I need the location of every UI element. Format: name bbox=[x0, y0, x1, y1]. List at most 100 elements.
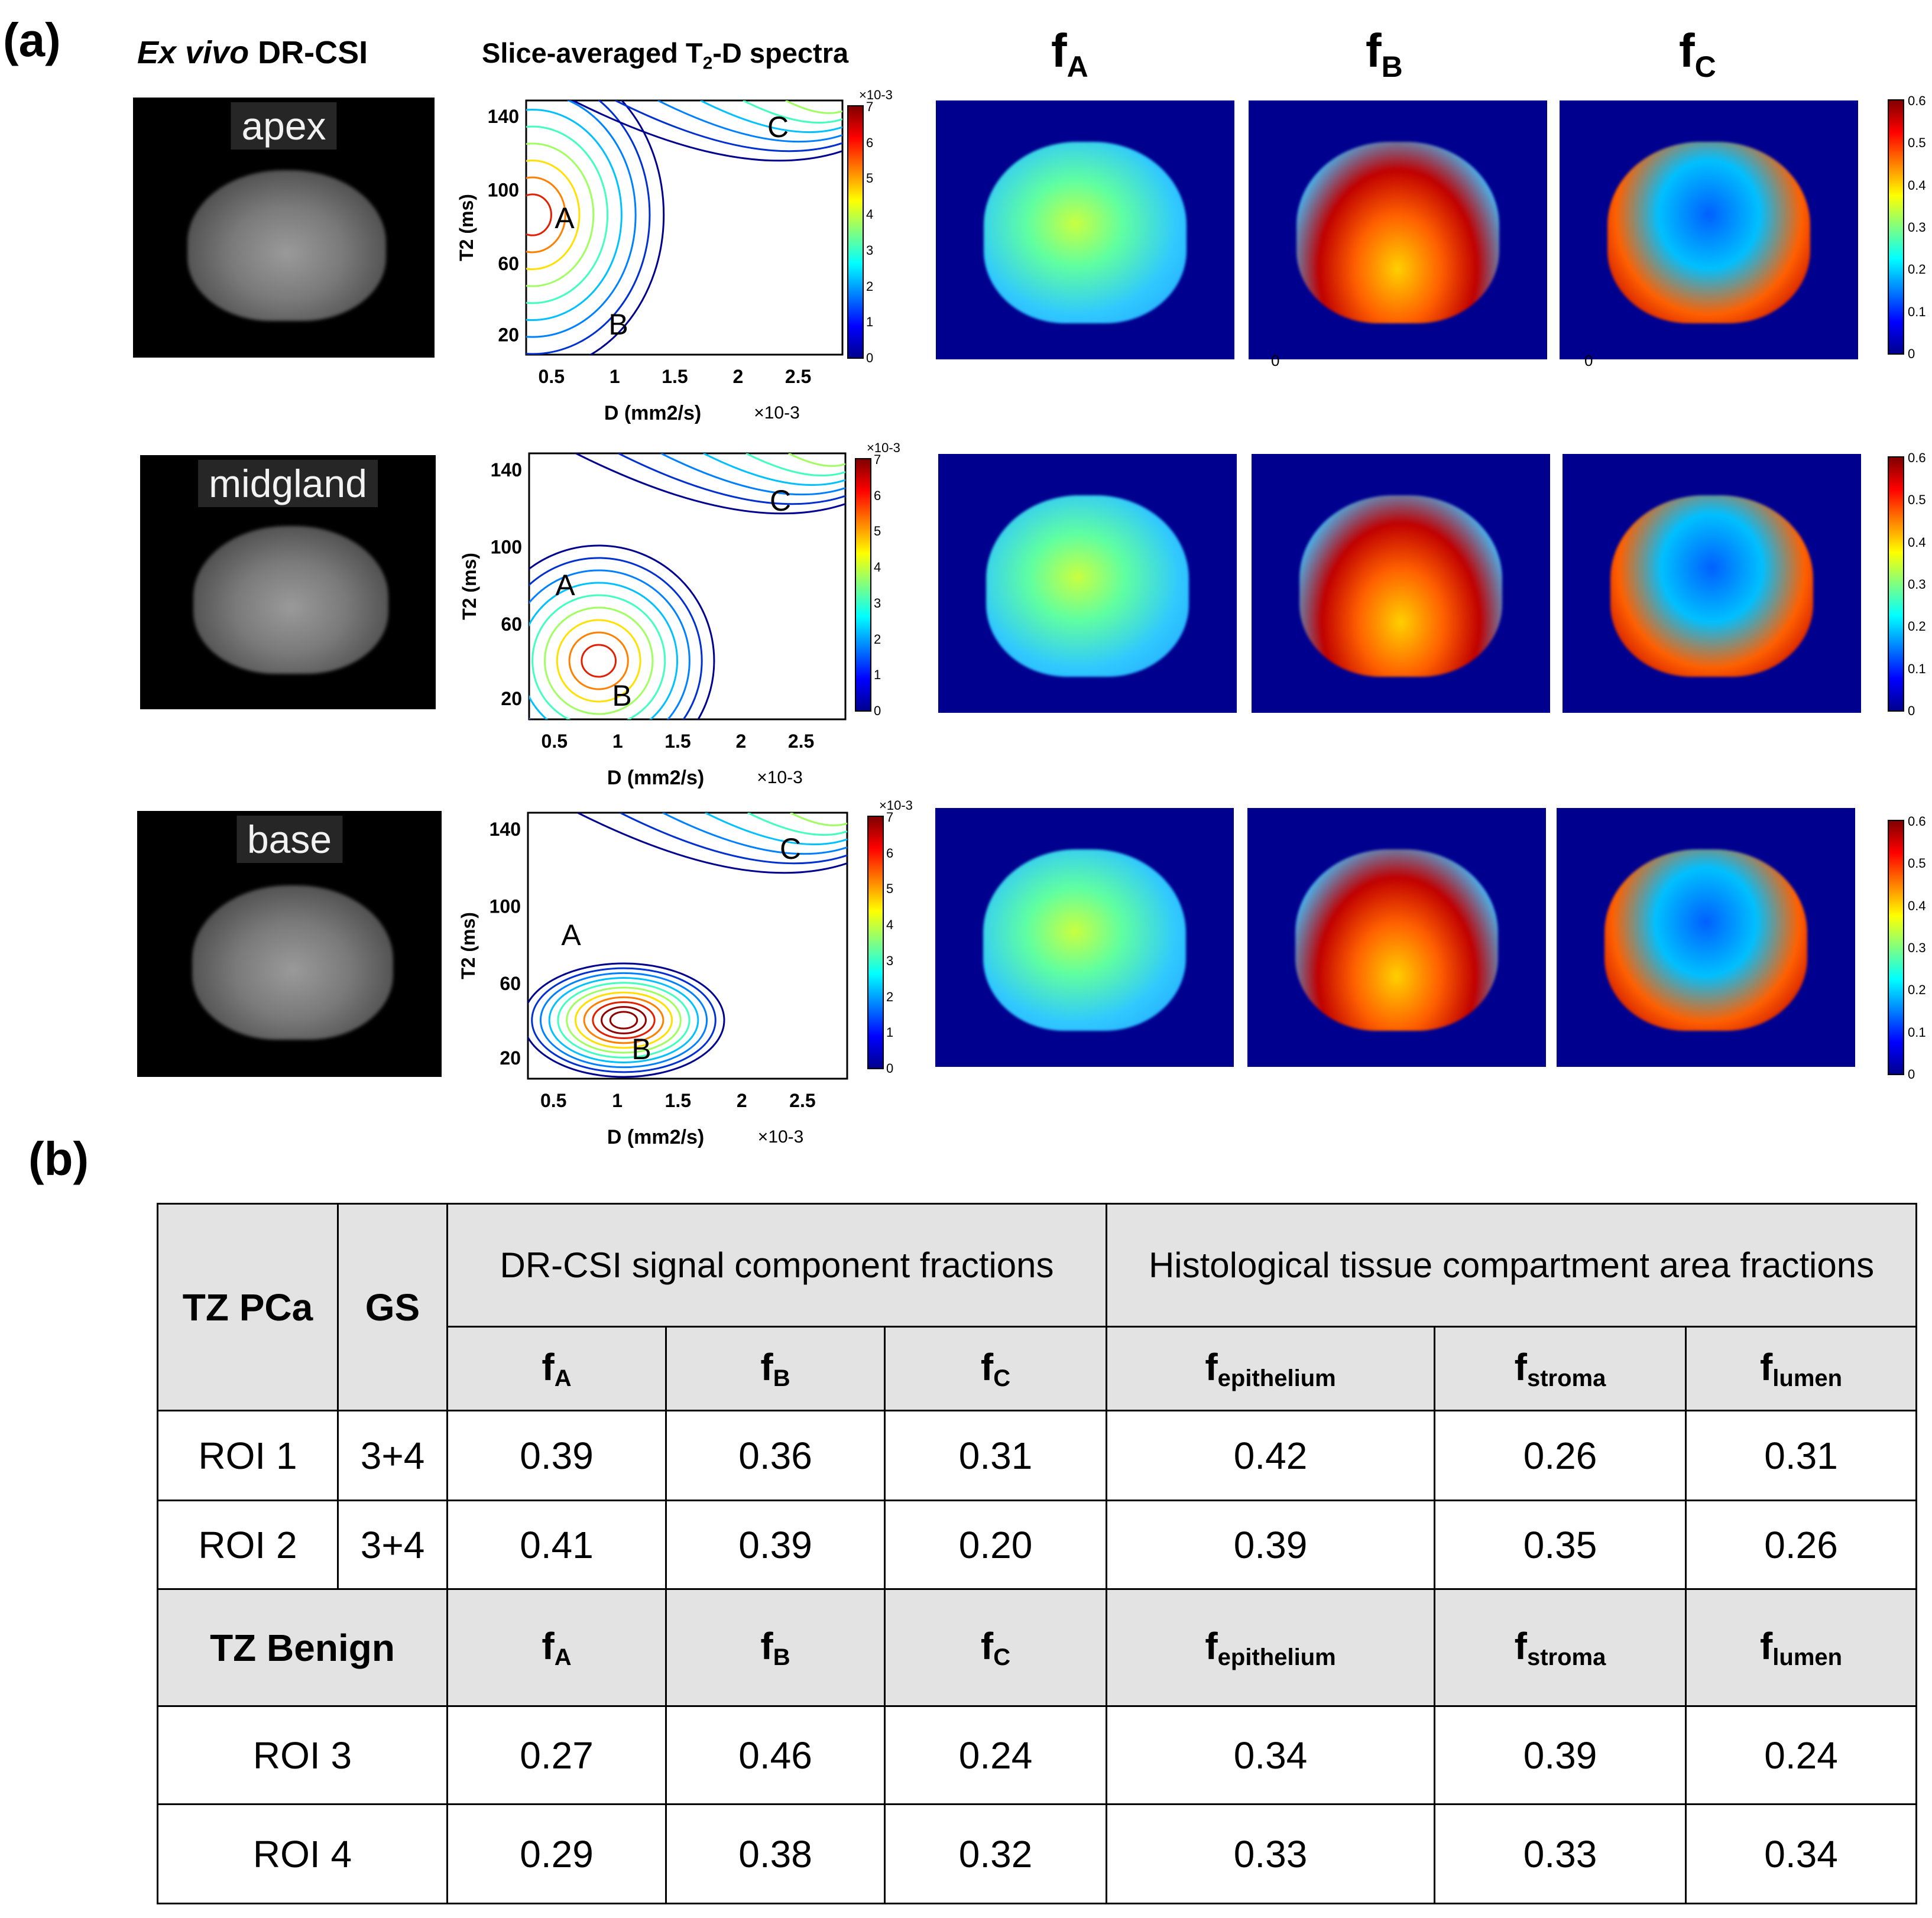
x-tick-label: 0.5 bbox=[542, 731, 568, 752]
f-symbol: f bbox=[1759, 1346, 1773, 1388]
spectrum-contour bbox=[660, 453, 845, 496]
colorbar-tick: 0.1 bbox=[1908, 1024, 1926, 1040]
f-subscript: lumen bbox=[1772, 1644, 1843, 1670]
spectrum-contour bbox=[743, 100, 842, 124]
y-tick-label: 140 bbox=[488, 106, 519, 127]
spectrum-contour bbox=[592, 1001, 656, 1040]
x-axis-label: D (mm2/s) bbox=[607, 767, 704, 789]
spectrum-contour bbox=[657, 100, 842, 143]
colorbar-tick: 0.3 bbox=[1908, 577, 1926, 592]
colorbar-tick: 0.1 bbox=[1908, 661, 1926, 676]
panel-a-label: (a) bbox=[3, 14, 61, 66]
colorbar-tick: 1 bbox=[866, 314, 874, 330]
x-multiplier: ×10-3 bbox=[757, 768, 803, 787]
slice-label: apex bbox=[231, 102, 337, 150]
y-tick-label: 20 bbox=[498, 324, 519, 346]
f-subscript: epithelium bbox=[1217, 1644, 1336, 1670]
x-axis-label: D (mm2/s) bbox=[607, 1126, 704, 1148]
colorbar-tick: 7 bbox=[874, 452, 881, 467]
spectrum-contour bbox=[575, 453, 845, 515]
spectrum-contour bbox=[662, 813, 847, 855]
fraction-colorbar: 0.6 0.5 0.4 0.3 0.2 0.1 0 bbox=[1888, 814, 1926, 1082]
x-tick-label: 1 bbox=[612, 1090, 623, 1111]
roi-label: ROI 3 bbox=[157, 1705, 448, 1805]
spectrum-contour bbox=[557, 982, 691, 1059]
table-group-drcsi: DR-CSI signal component fractions bbox=[446, 1203, 1108, 1328]
spectrum-contour bbox=[574, 991, 673, 1049]
spectrum-contour bbox=[529, 569, 691, 719]
spectrum-contour bbox=[790, 813, 847, 826]
f-subscript: A bbox=[554, 1644, 572, 1670]
spectrum-contour bbox=[583, 996, 664, 1044]
y-tick-label: 100 bbox=[490, 896, 521, 917]
x-tick-label: 2 bbox=[736, 731, 747, 752]
table-cell: 0.29 bbox=[446, 1803, 667, 1904]
f-symbol: f bbox=[542, 1346, 555, 1388]
colorbar-tick: 0 bbox=[866, 351, 874, 365]
table-cell: 0.39 bbox=[1106, 1500, 1436, 1590]
colorbar-tick: 4 bbox=[866, 207, 874, 222]
t2d-spectrum-plot: 140 100 60 20 0.5 1 1.5 2 2.5 T2 (ms) D (mm2/s) ×10… bbox=[459, 452, 847, 789]
spectrum-colorbar: 7 6 5 4 3 2 1 0 ×10-3 bbox=[855, 440, 900, 718]
spectrum-contour bbox=[526, 176, 566, 254]
colorbar-tick: 5 bbox=[874, 524, 881, 539]
spectrum-contour bbox=[526, 160, 581, 270]
f-symbol: f bbox=[1759, 1625, 1773, 1667]
column-header-f-lumen: flumen bbox=[1685, 1326, 1918, 1411]
f-symbol: f bbox=[760, 1625, 773, 1667]
f-subscript: C bbox=[993, 1644, 1011, 1670]
prostate-fraction-region bbox=[1607, 142, 1811, 323]
x-tick-label: 1.5 bbox=[665, 1090, 691, 1111]
t2d-spectrum-plot: 140 100 60 20 0.5 1 1.5 2 2.5 T2 (ms) D (mm2/s) ×10… bbox=[456, 99, 844, 424]
f-symbol: f bbox=[542, 1625, 555, 1667]
table-head-group: TZ PCa bbox=[157, 1203, 339, 1411]
y-tick-label: 100 bbox=[488, 180, 519, 201]
prostate-gland-image bbox=[187, 170, 387, 322]
x-axis-label: D (mm2/s) bbox=[604, 402, 701, 424]
f-subscript: stroma bbox=[1526, 1644, 1606, 1670]
table-cell: 0.38 bbox=[665, 1803, 886, 1904]
spectrum-contour bbox=[615, 100, 842, 152]
column-header-f-B: fB bbox=[665, 1588, 886, 1707]
table-cell: 0.26 bbox=[1434, 1410, 1687, 1501]
colorbar-tick: 5 bbox=[866, 171, 874, 186]
colorbar-tick: 0.4 bbox=[1908, 534, 1926, 550]
colorbar-tick: 0 bbox=[886, 1061, 894, 1076]
f-subscript: lumen bbox=[1772, 1365, 1843, 1391]
f-subscript: A bbox=[554, 1365, 572, 1391]
mri-title-italic: Ex vivo bbox=[137, 35, 249, 70]
fmap-header-b: fB bbox=[1366, 24, 1403, 83]
f-subscript: stroma bbox=[1526, 1365, 1606, 1391]
table-cell: 0.41 bbox=[446, 1500, 667, 1590]
table-cell: 0.26 bbox=[1685, 1500, 1918, 1590]
colorbar-multiplier: ×10-3 bbox=[859, 87, 893, 102]
colorbar-tick: 0.4 bbox=[1908, 177, 1926, 193]
spectrum-contour bbox=[747, 813, 847, 836]
panel-b-label: (b) bbox=[28, 1132, 89, 1185]
y-axis-label: T2 (ms) bbox=[459, 553, 480, 620]
colorbar-tick: 0.6 bbox=[1908, 450, 1926, 465]
f-symbol: f bbox=[980, 1625, 994, 1667]
column-header-f-stroma: fstroma bbox=[1434, 1326, 1687, 1411]
table-cell: 0.31 bbox=[883, 1410, 1108, 1501]
colorbar-tick: 0.6 bbox=[1908, 93, 1926, 108]
spectrum-contour bbox=[526, 109, 623, 321]
table-cell: 0.34 bbox=[1106, 1705, 1436, 1805]
fraction-map-c bbox=[1563, 454, 1861, 713]
spectrum-contour bbox=[529, 544, 715, 719]
spectrum-contour bbox=[703, 453, 845, 486]
colorbar-tick: 0.3 bbox=[1908, 940, 1926, 955]
spectra-title-sub: 2 bbox=[702, 53, 713, 73]
colorbar-tick: 0.2 bbox=[1908, 982, 1926, 998]
peak-label-c: C bbox=[770, 484, 791, 517]
y-tick-label: 20 bbox=[500, 1047, 521, 1069]
column-header-f-epithelium: fepithelium bbox=[1106, 1326, 1436, 1411]
peak-label-a: A bbox=[561, 919, 581, 952]
fraction-map-c bbox=[1557, 808, 1855, 1067]
colorbar-tick: 0.3 bbox=[1908, 220, 1926, 235]
results-table: TZ PCa GS DR-CSI signal component fracti… bbox=[157, 1203, 1918, 1904]
column-header-f-A: fA bbox=[446, 1326, 667, 1411]
spectrum-contour bbox=[539, 972, 708, 1069]
colorbar-tick: 0.5 bbox=[1908, 135, 1926, 151]
spectrum-contour bbox=[531, 967, 717, 1073]
